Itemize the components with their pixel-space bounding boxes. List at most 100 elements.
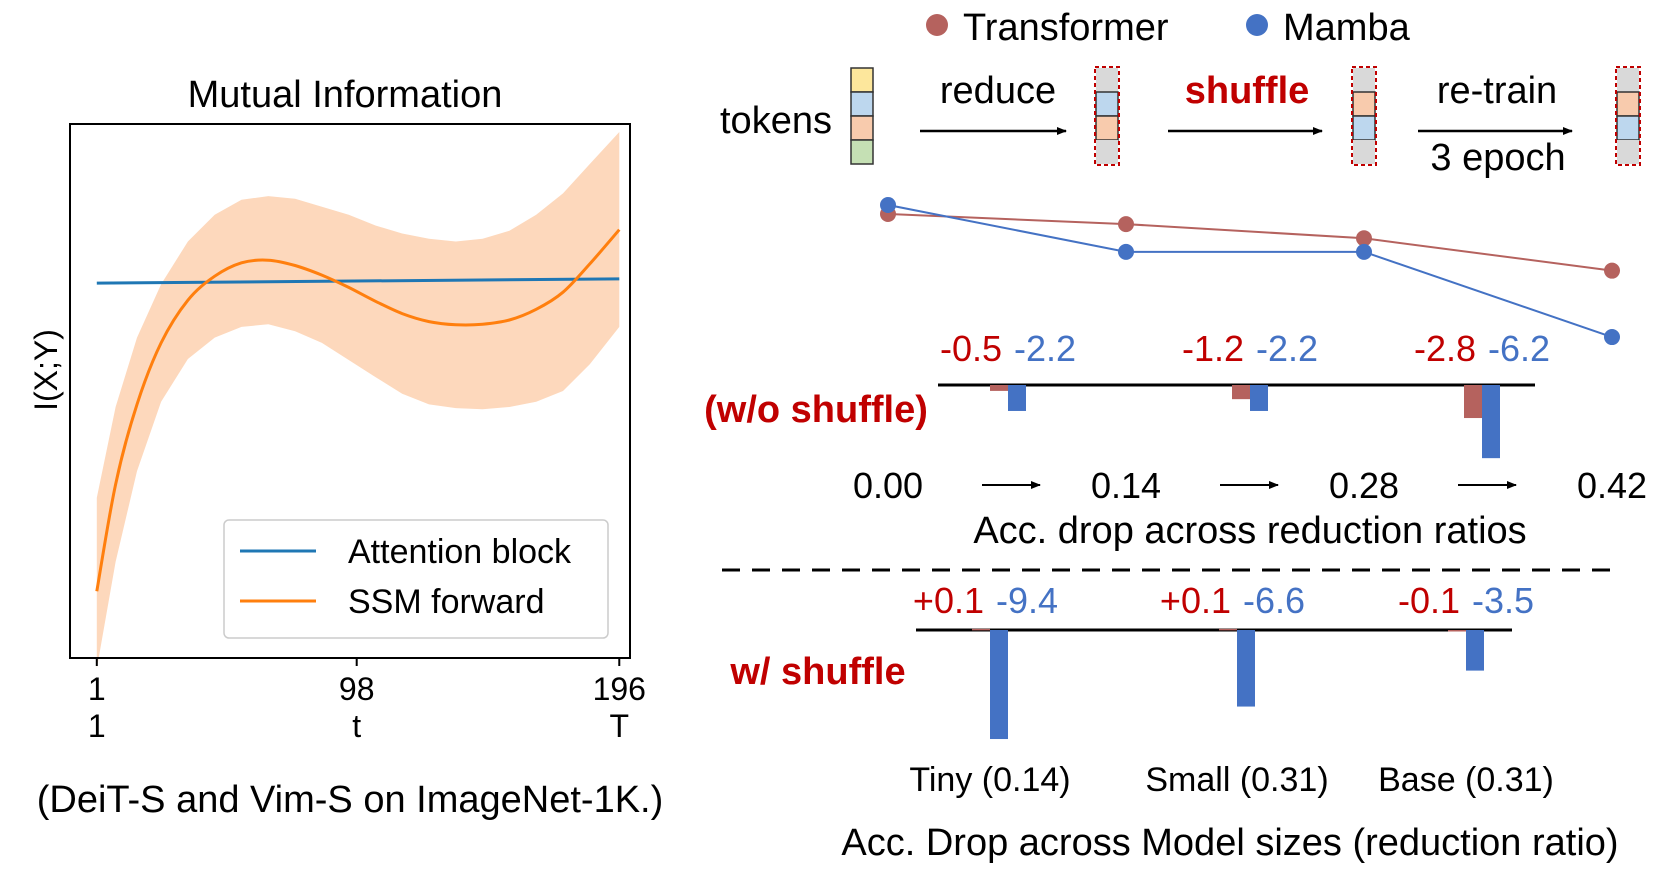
token-cell	[1095, 91, 1119, 117]
legend-attention-label: Attention block	[348, 533, 572, 571]
mamba-acc-point	[1118, 243, 1134, 260]
mi-x-tick-label: 196	[593, 671, 646, 707]
ssm-confidence-band	[96, 132, 620, 669]
token-columns	[850, 66, 1641, 166]
transformer-acc-point	[1356, 230, 1372, 247]
reduction-ratio-lines	[880, 197, 1620, 346]
ratio-tick-label: 0.28	[1329, 465, 1399, 506]
mi-frame	[69, 123, 631, 659]
ratio-axis-title: Acc. drop across reduction ratios	[973, 510, 1526, 552]
transformer-value-label: +0.1	[1160, 580, 1231, 621]
mamba-value-label: -9.4	[996, 580, 1058, 621]
pipeline: tokens reduce shuffle re-train 3 epoch	[720, 66, 1641, 179]
w-shuffle-label: w/ shuffle	[729, 651, 905, 693]
mi-caption: (DeiT-S and Vim-S on ImageNet-1K.)	[37, 779, 664, 821]
token-column	[1094, 66, 1120, 166]
token-cell	[1617, 140, 1639, 164]
transformer-acc-point	[1604, 262, 1620, 279]
token-cell	[850, 91, 874, 117]
transformer-value-label: -0.5	[940, 328, 1002, 369]
legend-transformer-label: Transformer	[963, 7, 1169, 49]
mi-x-tick-sublabel: 1	[88, 708, 106, 744]
token-cell	[1352, 91, 1376, 117]
transformer-bar	[1219, 628, 1237, 631]
step-retrain-sublabel: 3 epoch	[1430, 137, 1565, 179]
token-column-dashed-border	[1615, 66, 1641, 166]
mamba-bar	[990, 630, 1008, 740]
pipeline-tokens-label: tokens	[720, 100, 832, 142]
token-column	[1351, 66, 1377, 166]
token-cell	[850, 139, 874, 165]
token-column	[850, 67, 874, 165]
mi-x-tick-sublabel: T	[610, 708, 630, 744]
mamba-value-label: -3.5	[1472, 580, 1534, 621]
model-legend: Transformer Mamba	[926, 7, 1411, 49]
transformer-value-label: +0.1	[913, 580, 984, 621]
transformer-value-label: -1.2	[1182, 328, 1244, 369]
mamba-acc-point	[880, 197, 896, 213]
mi-legend-box	[223, 519, 609, 639]
transformer-bar	[990, 385, 1008, 391]
token-cell	[1095, 115, 1119, 141]
mamba-bar	[1008, 385, 1026, 411]
mamba-value-label: -2.2	[1014, 328, 1076, 369]
wo-shuffle-bars: (w/o shuffle) -0.5 -1.2 -2.8 -2.2 -2.2 -6.2	[704, 328, 1550, 459]
wo-shuffle-bar-group: -0.5 -1.2 -2.8 -2.2 -2.2 -6.2	[938, 328, 1550, 459]
step-shuffle-label: shuffle	[1185, 70, 1310, 112]
mi-x-tick-label: 1	[88, 671, 106, 707]
transformer-value-label: -0.1	[1398, 580, 1460, 621]
step-reduce-label: reduce	[940, 70, 1056, 112]
mamba-value-label: -6.2	[1488, 328, 1550, 369]
ratio-tick-label: 0.00	[853, 465, 923, 506]
transformer-bar	[1448, 630, 1466, 632]
w-shuffle-bar-group: +0.1 +0.1 -0.1 -9.4 -6.6 -3.5 Tiny (0.14) Small…	[909, 580, 1554, 799]
token-cell	[1353, 68, 1375, 92]
token-cell	[1096, 68, 1118, 92]
step-retrain-label: re-train	[1437, 70, 1557, 112]
ratio-axis: 0.00 0.14 0.28 0.42 Acc. drop across reduct…	[853, 465, 1647, 552]
token-cell	[1352, 115, 1376, 141]
attention-block-line	[96, 277, 620, 285]
token-cell	[1616, 115, 1640, 141]
token-column-dashed-border	[1351, 66, 1377, 166]
mamba-acc-line	[887, 204, 1613, 339]
category-label: Tiny (0.14)	[909, 761, 1070, 799]
token-cell	[850, 67, 874, 93]
token-cell	[850, 115, 874, 141]
mamba-bar	[1466, 630, 1484, 671]
transformer-bar	[1464, 385, 1482, 419]
transformer-acc-line	[887, 213, 1613, 272]
transformer-bar	[972, 628, 990, 631]
mamba-value-label: -6.6	[1243, 580, 1305, 621]
mi-ylabel: I(X;Y)	[28, 329, 64, 411]
mi-title: Mutual Information	[188, 74, 503, 116]
mamba-acc-point	[1356, 243, 1372, 260]
legend-transformer-dot	[926, 14, 948, 36]
mamba-value-label: -2.2	[1256, 328, 1318, 369]
token-cell	[1096, 140, 1118, 164]
category-label: Small (0.31)	[1145, 761, 1328, 799]
token-cell	[1617, 68, 1639, 92]
token-cell	[1353, 140, 1375, 164]
ratio-tick-label: 0.42	[1577, 465, 1647, 506]
mamba-bar	[1250, 385, 1268, 411]
mi-x-tick-label: 98	[339, 671, 375, 707]
legend-mamba-label: Mamba	[1283, 7, 1411, 49]
transformer-acc-point	[1118, 216, 1134, 233]
mi-legend: Attention block SSM forward	[223, 519, 609, 639]
ratio-tick-label: 0.14	[1091, 465, 1161, 506]
mamba-bar	[1237, 630, 1255, 707]
transformer-value-label: -2.8	[1414, 328, 1476, 369]
mamba-acc-point	[1604, 329, 1620, 346]
model-size-axis-title: Acc. Drop across Model sizes (reduction …	[841, 822, 1618, 864]
w-shuffle-bars: w/ shuffle +0.1 +0.1 -0.1 -9.4 -6.6 -3.5 Tiny …	[729, 580, 1618, 864]
token-column	[1615, 66, 1641, 166]
ssm-forward-line	[95, 228, 621, 592]
ratio-ticks: 0.00 0.14 0.28 0.42	[853, 465, 1647, 506]
transformer-bar	[1232, 385, 1250, 400]
mi-plot-area	[95, 132, 621, 669]
mi-x-tick-sublabel: t	[352, 708, 361, 744]
token-column-dashed-border	[1094, 66, 1120, 166]
